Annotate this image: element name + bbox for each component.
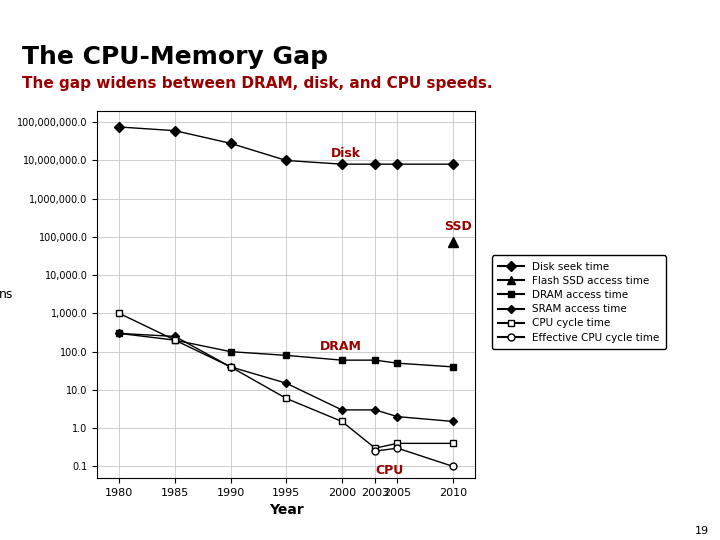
DRAM access time [282,352,291,359]
Line: DRAM access time: DRAM access time [116,330,456,370]
Text: SSD: SSD [444,220,472,233]
Effective CPU cycle time [371,448,379,455]
DRAM access time [171,337,179,343]
Text: Carnegie Mellon: Carnegie Mellon [608,5,709,15]
CPU cycle time [115,310,124,316]
Legend: Disk seek time, Flash SSD access time, DRAM access time, SRAM access time, CPU c: Disk seek time, Flash SSD access time, D… [492,255,666,349]
CPU cycle time [449,440,457,447]
Text: CPU: CPU [375,464,403,477]
DRAM access time [449,363,457,370]
Disk seek time [226,140,235,146]
CPU cycle time [393,440,402,447]
Disk seek time [393,161,402,167]
DRAM access time [115,330,124,336]
SRAM access time [449,418,457,424]
DRAM access time [226,348,235,355]
CPU cycle time [338,418,346,424]
Text: The CPU-Memory Gap: The CPU-Memory Gap [22,45,328,69]
Line: Disk seek time: Disk seek time [116,124,456,167]
SRAM access time [338,407,346,413]
Line: SRAM access time: SRAM access time [117,330,456,424]
CPU cycle time [226,363,235,370]
SRAM access time [171,333,179,340]
SRAM access time [282,380,291,387]
Disk seek time [371,161,379,167]
SRAM access time [115,330,124,336]
Effective CPU cycle time [393,445,402,451]
Disk seek time [171,127,179,134]
SRAM access time [371,407,379,413]
Y-axis label: ns: ns [0,288,13,301]
Effective CPU cycle time [449,463,457,470]
CPU cycle time [171,337,179,343]
Line: Effective CPU cycle time: Effective CPU cycle time [372,444,456,470]
Line: CPU cycle time: CPU cycle time [116,310,456,451]
Disk seek time [449,161,457,167]
DRAM access time [393,360,402,367]
DRAM access time [371,357,379,363]
Text: Disk: Disk [330,147,361,160]
CPU cycle time [282,395,291,402]
X-axis label: Year: Year [269,503,304,517]
Disk seek time [115,124,124,130]
DRAM access time [338,357,346,363]
Text: DRAM: DRAM [320,340,361,353]
SRAM access time [226,363,235,370]
SRAM access time [393,414,402,420]
Disk seek time [338,161,346,167]
CPU cycle time [371,445,379,451]
Disk seek time [282,157,291,164]
Text: The gap widens between DRAM, disk, and CPU speeds.: The gap widens between DRAM, disk, and C… [22,76,492,91]
Text: 19: 19 [695,525,709,536]
